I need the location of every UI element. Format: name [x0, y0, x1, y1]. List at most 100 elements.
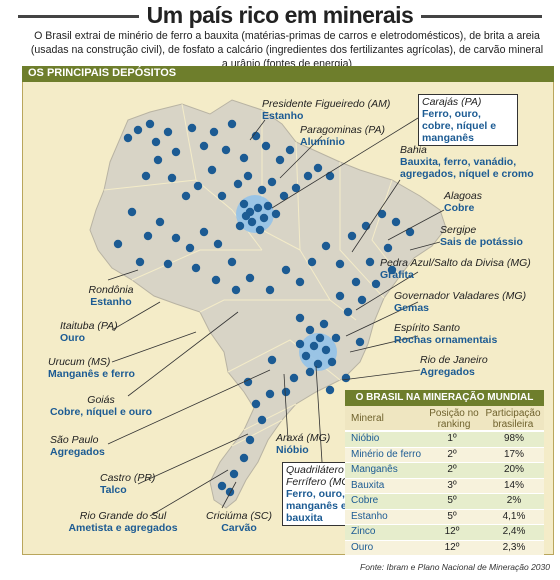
deposit-dot [141, 171, 151, 181]
deposit-dot [151, 137, 161, 147]
label-rio-de-janeiro: Rio de Janeiro Agregados [420, 354, 488, 378]
cell-mineral: Zinco [351, 526, 376, 537]
deposit-dot [285, 145, 295, 155]
deposit-dot [281, 265, 291, 275]
deposit-dot [295, 339, 305, 349]
deposit-dot [291, 183, 301, 193]
label-place: Rio Grande do Sul [79, 510, 167, 522]
deposit-dot [217, 191, 227, 201]
deposit-dot [325, 171, 335, 181]
label-place: Goiás [87, 394, 115, 406]
label-espirito-santo: Espírito Santo Rochas ornamentais [394, 322, 497, 346]
cell-mineral: Minério de ferro [351, 448, 422, 460]
table-row: Cobre 5º 2% [345, 493, 544, 509]
deposit-dot [243, 171, 253, 181]
deposit-dot [351, 277, 361, 287]
deposit-dot [319, 319, 329, 329]
deposit-dot [127, 207, 137, 217]
deposit-dot [309, 341, 319, 351]
deposit-dot [261, 141, 271, 151]
cell-rank: 2º [447, 448, 457, 460]
deposit-dot [235, 221, 245, 231]
cell-share: 2,3% [502, 541, 526, 553]
label-minerals: Ametista e agregados [68, 522, 178, 534]
cell-share: 98% [503, 433, 524, 444]
table-title: O BRASIL NA MINERAÇÃO MUNDIAL [345, 390, 544, 406]
deposit-dot [357, 295, 367, 305]
table-row: Zinco 12º 2,4% [345, 524, 544, 540]
label-minerals: Sais de potássio [440, 236, 523, 248]
deposit-dot [271, 209, 281, 219]
deposit-dot [241, 211, 251, 221]
label-pedra-azul: Pedra Azul/Salto da Divisa (MG) Grafita [380, 257, 531, 281]
deposit-dot [135, 257, 145, 267]
deposit-dot [257, 185, 267, 195]
label-place: Araxá (MG) [276, 432, 331, 444]
deposit-dot [193, 181, 203, 191]
label-minerals: Ferro, ouro, cobre, níquel e manganês [422, 108, 497, 144]
deposit-dot [245, 435, 255, 445]
deposit-dot [227, 257, 237, 267]
cell-mineral: Ouro [351, 541, 374, 553]
label-minerals: Ferro, ouro, manganês e bauxita [286, 488, 347, 524]
label-presidente-figueiredo: Presidente Figueiredo (AM) Estanho [262, 98, 390, 122]
deposit-dot [253, 203, 263, 213]
mining-ranking-table: O BRASIL NA MINERAÇÃO MUNDIAL Mineral Po… [345, 390, 544, 555]
deposit-dots [113, 119, 415, 497]
table-row: Estanho 5º 4,1% [345, 508, 544, 524]
label-minerals: Alumínio [300, 136, 345, 148]
label-minerals: Carvão [221, 522, 257, 534]
deposit-dot [185, 243, 195, 253]
label-place: Espírito Santo [394, 322, 460, 334]
deposit-dot [321, 345, 331, 355]
cell-share: 14% [503, 479, 524, 491]
deposit-dot [245, 273, 255, 283]
deposit-dot [303, 171, 313, 181]
deposit-dot [171, 233, 181, 243]
label-sergipe: Sergipe Sais de potássio [440, 224, 523, 248]
deposit-dot [233, 179, 243, 189]
label-place: Itaituba (PA) [60, 320, 118, 332]
deposit-dot [263, 201, 273, 211]
label-itaituba: Itaituba (PA) Ouro [60, 320, 118, 344]
deposit-dot [305, 367, 315, 377]
deposit-dot [405, 227, 415, 237]
cell-rank: 12º [444, 526, 460, 537]
label-place: Presidente Figueiredo (AM) [262, 98, 391, 110]
label-bahia: Bahia Bauxita, ferro, vanádio, agregados… [400, 144, 536, 180]
label-minerals: Agregados [420, 366, 475, 378]
deposit-dot [145, 119, 155, 129]
title-rule-left [18, 15, 168, 18]
deposit-dot [387, 265, 397, 275]
deposit-dot [295, 313, 305, 323]
deposit-dot [335, 291, 345, 301]
table-row: Minério de ferro 2º 17% [345, 446, 544, 462]
cell-mineral: Manganês [351, 464, 398, 475]
header-rank: Posição no ranking [429, 408, 479, 430]
deposit-dot [347, 231, 357, 241]
deposit-dot [123, 133, 133, 143]
table-body: Nióbio 1º 98% Minério de ferro 2º 17% Mangan… [345, 431, 544, 555]
deposit-dot [265, 389, 275, 399]
cell-mineral: Estanho [351, 510, 388, 522]
cell-rank: 12º [444, 541, 460, 553]
label-minerals: Grafita [380, 269, 414, 281]
label-place: Alagoas [444, 190, 482, 202]
label-place: Sergipe [440, 224, 477, 236]
label-minerals: Rochas ornamentais [394, 334, 498, 346]
deposit-dot [255, 225, 265, 235]
label-place: Paragominas (PA) [300, 124, 386, 136]
label-castro: Castro (PR) Talco [100, 472, 155, 496]
deposit-dot [321, 241, 331, 251]
table-row: Bauxita 3º 14% [345, 477, 544, 493]
label-minerals: Gemas [394, 302, 430, 314]
deposit-dot [143, 231, 153, 241]
panel-header: OS PRINCIPAIS DEPÓSITOS [22, 66, 554, 82]
cell-rank: 5º [447, 495, 457, 506]
deposit-dot [257, 415, 267, 425]
cell-share: 20% [503, 464, 524, 475]
title-bar: Um país rico em minerais [0, 2, 560, 28]
leader-lines [107, 117, 445, 517]
deposit-dot [199, 141, 209, 151]
